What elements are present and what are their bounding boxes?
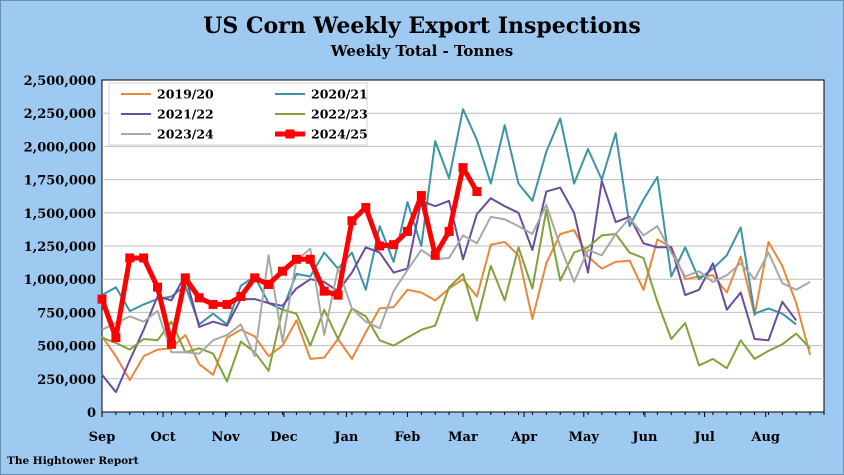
y-tick-label: 0	[87, 406, 96, 421]
legend-label: 2019/20	[157, 87, 214, 102]
series-point-2024-25	[319, 286, 329, 296]
chart-subtitle: Weekly Total - Tonnes	[330, 42, 513, 60]
footer-source: The Hightower Report	[7, 455, 139, 467]
series-point-2024-25	[139, 253, 149, 263]
series-point-2024-25	[166, 339, 176, 349]
series-point-2024-25	[208, 299, 218, 309]
x-tick-label: Mar	[448, 430, 478, 445]
chart-title: US Corn Weekly Export Inspections	[203, 13, 641, 39]
x-tick-label: Feb	[395, 430, 421, 445]
y-tick-label: 1,750,000	[24, 174, 96, 189]
x-tick-label: Jul	[693, 430, 715, 445]
series-point-2024-25	[402, 226, 412, 236]
y-tick-label: 2,250,000	[24, 107, 96, 122]
series-point-2024-25	[430, 250, 440, 260]
legend-label: 2020/21	[311, 87, 368, 102]
legend-label: 2024/25	[311, 127, 368, 142]
series-point-2024-25	[153, 282, 163, 292]
series-point-2024-25	[458, 163, 468, 173]
x-tick-label: Dec	[270, 430, 298, 445]
y-tick-label: 1,500,000	[24, 207, 96, 222]
x-tick-label: Sep	[89, 430, 116, 445]
series-point-2024-25	[389, 240, 399, 250]
series-line-2019-20	[101, 229, 812, 382]
x-tick-label: Jan	[333, 430, 359, 445]
legend: 2019/20 2020/21 2021/22 2022/23 2023/24 2024/…	[108, 82, 368, 146]
legend-marker	[285, 129, 295, 139]
x-tick-label: Apr	[510, 430, 537, 445]
series-line-2022-23	[101, 209, 811, 383]
series-point-2024-25	[472, 187, 482, 197]
series-point-2024-25	[347, 216, 357, 226]
y-tick-label: 1,000,000	[24, 273, 96, 288]
x-tick-label: Aug	[750, 430, 780, 445]
series-point-2024-25	[125, 253, 135, 263]
series-line-2021-22	[101, 179, 798, 394]
legend-label: 2022/23	[311, 107, 368, 122]
x-tick-label: Oct	[150, 430, 175, 445]
series-point-2024-25	[416, 191, 426, 201]
x-tick-label: May	[569, 430, 600, 445]
series-point-2024-25	[264, 280, 274, 290]
y-tick-label: 2,000,000	[24, 140, 96, 155]
y-tick-label: 1,250,000	[24, 240, 96, 255]
series-point-2024-25	[222, 299, 232, 309]
series-point-2024-25	[97, 294, 107, 304]
series-point-2024-25	[111, 333, 121, 343]
series-point-2024-25	[333, 290, 343, 300]
y-tick-label: 750,000	[37, 306, 96, 321]
y-tick-label: 500,000	[37, 340, 96, 355]
x-axis-ticks: Sep Oct Nov Dec Jan Feb Mar Apr May Jun Jul Aug	[89, 412, 825, 445]
series-line-2020-21	[101, 108, 797, 326]
series-point-2024-25	[236, 291, 246, 301]
legend-box	[108, 82, 368, 146]
series-point-2024-25	[305, 254, 315, 264]
series-point-2024-25	[361, 202, 371, 212]
x-tick-label: Nov	[212, 430, 241, 445]
y-tick-label: 250,000	[37, 373, 96, 388]
legend-label: 2023/24	[157, 127, 214, 142]
x-tick-label: Jun	[631, 430, 658, 445]
series-point-2024-25	[278, 266, 287, 276]
series-point-2024-25	[375, 241, 385, 251]
series-point-2024-25	[291, 254, 301, 264]
series-lines	[97, 108, 812, 394]
series-line-2024-25	[99, 165, 480, 347]
series-point-2024-25	[444, 226, 454, 236]
legend-label: 2021/22	[157, 107, 214, 122]
series-line-2023-24	[101, 203, 811, 358]
y-tick-label: 2,500,000	[24, 74, 96, 89]
series-point-2024-25	[250, 273, 260, 283]
series-point-2024-25	[180, 273, 190, 283]
series-point-2024-25	[194, 293, 204, 303]
y-axis-ticks: 0 250,000 500,000 750,000 1,000,000 1,250,000…	[24, 74, 96, 421]
